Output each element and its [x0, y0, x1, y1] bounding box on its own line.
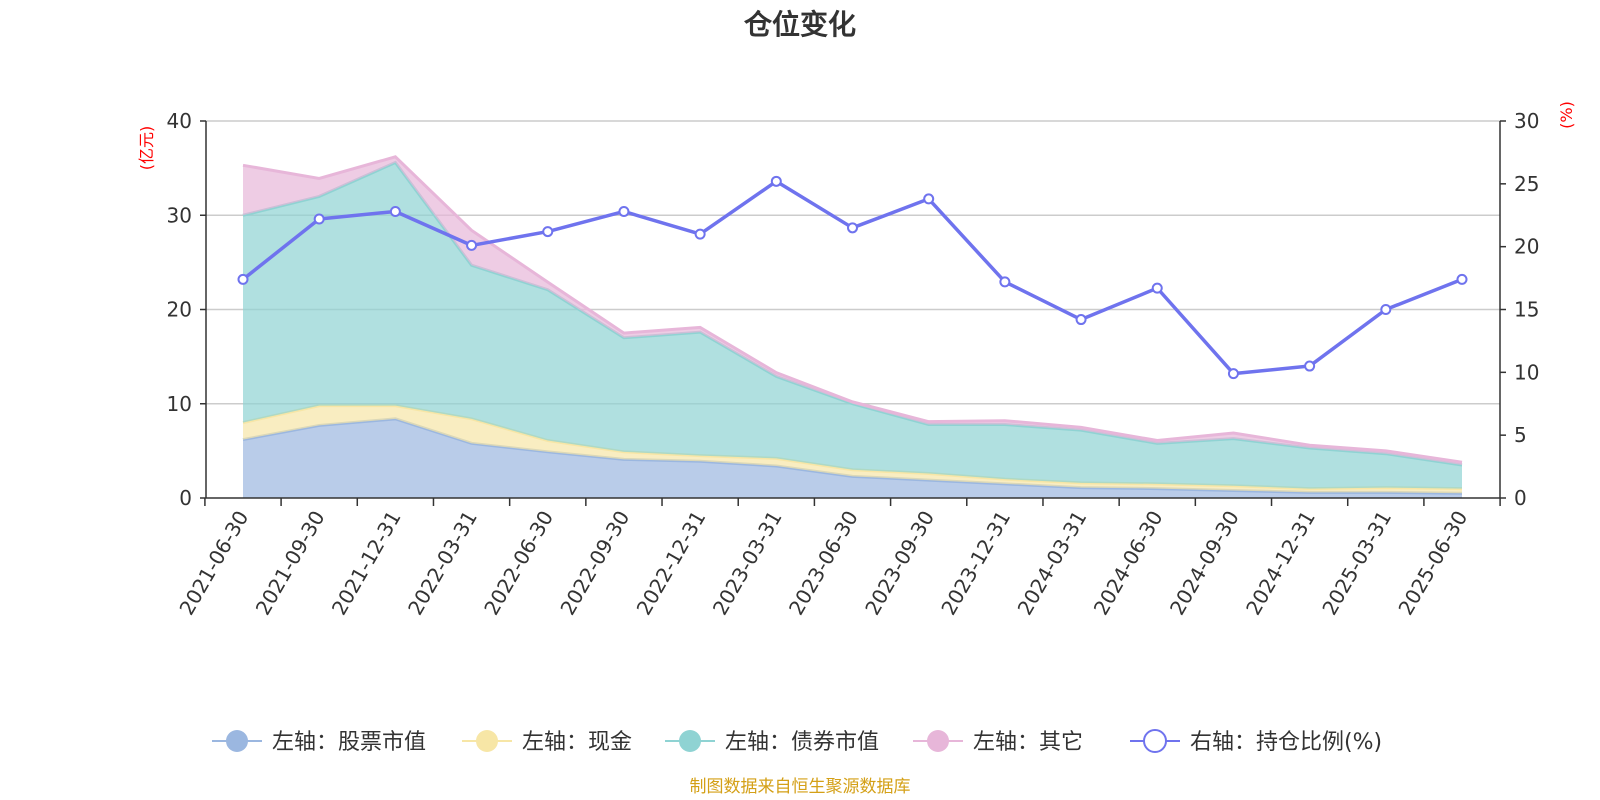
x-tick-label: 2024-12-31: [1241, 507, 1320, 620]
legend-circle-icon: [476, 730, 498, 752]
ratio-point: [466, 239, 478, 251]
ratio-point: [237, 273, 249, 285]
legend-label: 右轴：持仓比例(%): [1190, 730, 1382, 755]
x-tick-label: 2021-06-30: [174, 507, 253, 620]
left-tick-label: 0: [179, 486, 192, 510]
right-tick-label: 25: [1514, 172, 1539, 196]
ratio-point: [313, 213, 325, 225]
right-tick-label: 15: [1514, 298, 1539, 322]
x-tick-label: 2023-06-30: [784, 507, 863, 620]
left-tick-label: 40: [167, 109, 192, 133]
x-tick-label: 2024-09-30: [1165, 507, 1244, 620]
legend-item: 左轴：债券市值: [665, 730, 879, 755]
ratio-line: [237, 175, 1468, 380]
ratio-point: [1380, 304, 1392, 315]
ratio-point: [618, 205, 630, 217]
right-tick-label: 30: [1514, 109, 1539, 133]
right-tick-label: 0: [1514, 486, 1527, 510]
legend-item: 左轴：现金: [462, 730, 632, 755]
ratio-point: [694, 228, 706, 240]
legend-circle-icon: [927, 730, 949, 752]
left-tick-label: 20: [167, 298, 192, 322]
legend-item: 右轴：持仓比例(%): [1130, 729, 1382, 755]
right-axis-unit: (%): [1557, 101, 1576, 129]
ratio-point: [923, 193, 935, 205]
area-edge-series-4: [242, 155, 1463, 464]
legend-item: 左轴：其它: [913, 730, 1083, 755]
ratio-point: [770, 175, 782, 187]
legend-label: 左轴：股票市值: [272, 730, 426, 755]
x-tick-label: 2023-12-31: [936, 507, 1015, 620]
x-tick-label: 2021-09-30: [251, 507, 330, 620]
area-series-3: [243, 162, 1462, 489]
legend: 左轴：股票市值 左轴：现金 左轴：债券市值 左轴：其它 右轴：持仓比例(%): [212, 729, 1382, 755]
legend-circle-icon: [226, 730, 248, 752]
legend-circle-icon: [679, 730, 701, 752]
legend-label: 左轴：现金: [522, 730, 632, 755]
area-series-2: [243, 405, 1462, 494]
x-tick-label: 2025-03-31: [1317, 507, 1396, 620]
left-tick-label: 30: [167, 203, 192, 227]
right-tick-label: 20: [1514, 235, 1539, 259]
data-source-note: 制图数据来自恒生聚源数据库: [690, 777, 911, 797]
ratio-point: [999, 276, 1011, 288]
area-series-1: [243, 418, 1462, 498]
ratio-point: [1304, 360, 1316, 372]
chart-title: 仓位变化: [744, 8, 856, 41]
legend-label: 左轴：其它: [973, 730, 1083, 755]
ratio-point: [847, 222, 858, 234]
x-tick-label: 2022-06-30: [479, 507, 558, 620]
x-tick-label: 2021-12-31: [327, 507, 406, 620]
x-tick-label: 2025-06-30: [1393, 507, 1472, 620]
x-tick-label: 2024-06-30: [1089, 507, 1168, 620]
ratio-point: [1227, 368, 1239, 380]
x-tick-label: 2023-09-30: [860, 507, 939, 620]
ratio-point: [389, 205, 401, 217]
x-tick-label: 2024-03-31: [1012, 507, 1091, 620]
legend-label: 左轴：债券市值: [725, 730, 879, 755]
x-tick-label: 2022-12-31: [632, 507, 711, 620]
stacked-areas: [242, 155, 1463, 498]
legend-item: 左轴：股票市值: [212, 730, 426, 755]
right-tick-label: 10: [1514, 360, 1539, 384]
ratio-point: [542, 226, 554, 238]
x-tick-label: 2022-03-31: [403, 507, 482, 620]
left-tick-label: 10: [167, 392, 192, 416]
ratio-point: [1456, 273, 1468, 285]
legend-hollow-circle-icon: [1143, 729, 1167, 753]
x-tick-label: 2022-09-30: [555, 507, 634, 620]
right-tick-label: 5: [1514, 423, 1527, 447]
ratio-point: [1151, 282, 1163, 294]
ratio-point: [1075, 314, 1087, 326]
x-tick-label: 2023-03-31: [708, 507, 787, 620]
left-axis-unit: (亿元): [137, 126, 156, 171]
